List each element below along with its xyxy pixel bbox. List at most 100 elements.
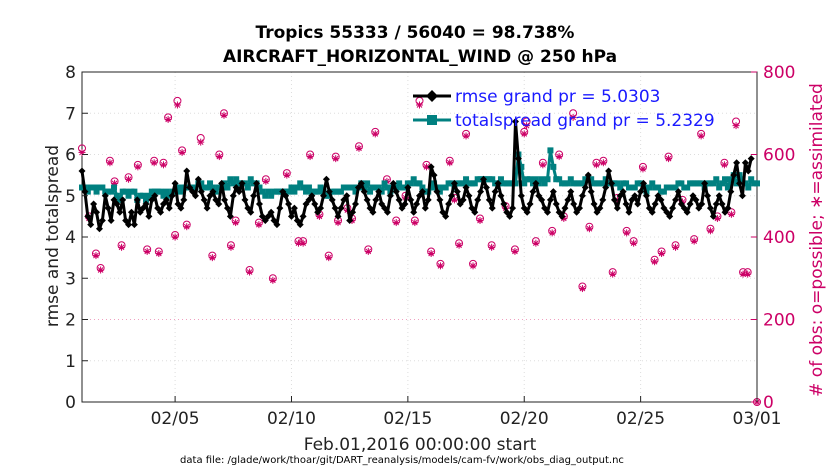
rmse-point	[81, 188, 89, 196]
y-tick-label-left: 6	[65, 146, 76, 166]
totalspread-point	[108, 188, 115, 195]
totalspread-point	[742, 180, 749, 187]
obs-assimilated-marker	[720, 161, 728, 169]
rmse-point	[253, 179, 261, 187]
rmse-point	[270, 217, 278, 224]
rmse-point	[351, 200, 359, 208]
rmse-point	[398, 204, 406, 212]
totalspread-point	[352, 188, 359, 195]
rmse-point	[165, 204, 173, 212]
totalspread-point	[544, 176, 551, 183]
rmse-point	[148, 196, 156, 204]
totalspread-point	[262, 192, 269, 199]
y-tick-label-left: 4	[65, 228, 76, 248]
rmse-point	[625, 208, 633, 216]
y-tick-label-left: 7	[65, 104, 76, 124]
rmse-point	[328, 196, 336, 204]
totalspread-point	[721, 176, 728, 183]
rmse-point	[133, 196, 141, 204]
obs-assimilated-marker	[197, 138, 205, 146]
rmse-point	[456, 200, 464, 208]
obs-assimilated-marker	[578, 285, 586, 293]
y-axis-right-label: # of obs: o=possible; ∗=assimilated	[807, 83, 827, 397]
obs-assimilated-marker	[623, 229, 631, 237]
rmse-point	[215, 200, 223, 208]
rmse-point	[200, 196, 208, 204]
obs-assimilated-marker	[299, 239, 307, 247]
rmse-point	[709, 212, 717, 220]
rmse-point	[197, 188, 205, 196]
rmse-point	[520, 204, 528, 212]
rmse-point	[628, 196, 636, 204]
rmse-point	[561, 204, 569, 212]
totalspread-point	[157, 188, 164, 195]
rmse-point	[439, 208, 447, 216]
totalspread-point	[617, 184, 624, 191]
rmse-point	[410, 208, 418, 216]
obs-assimilated-marker	[232, 219, 240, 227]
rmse-point	[517, 192, 525, 200]
rmse-point	[573, 208, 581, 216]
y-tick-label-left: 1	[65, 352, 76, 372]
rmse-point	[389, 179, 397, 187]
rmse-point	[189, 188, 197, 196]
obs-assimilated-marker	[118, 243, 126, 251]
legend: rmse grand pr = 5.0303 totalspread grand…	[413, 87, 715, 131]
y-tick-label-right: 0	[763, 393, 774, 413]
obs-assimilated-marker	[208, 254, 216, 262]
rmse-point	[497, 192, 505, 200]
obs-assimilated-marker	[697, 132, 705, 140]
rmse-point	[90, 200, 98, 208]
obs-assimilated-marker	[658, 250, 666, 257]
totalspread-point	[224, 184, 231, 191]
totalspread-point	[300, 184, 307, 191]
totalspread-point	[337, 188, 344, 195]
rmse-point	[500, 200, 508, 208]
totalspread-point	[407, 180, 414, 187]
totalspread-point	[367, 188, 374, 195]
totalspread-point	[547, 147, 554, 154]
totalspread-point	[364, 180, 371, 187]
rmse-point	[93, 208, 101, 216]
rmse-point	[677, 200, 685, 208]
obs-assimilated-marker	[178, 148, 186, 156]
chart-title: Tropics 55333 / 56040 = 98.738%	[256, 23, 575, 43]
rmse-point	[369, 208, 377, 216]
y-tick-label-left: 5	[65, 187, 76, 207]
totalspread-point	[349, 184, 356, 191]
rmse-point	[666, 212, 674, 220]
obs-assimilated-marker	[355, 144, 363, 152]
rmse-point	[602, 184, 610, 191]
rmse-point	[704, 192, 712, 200]
obs-assimilated-marker	[706, 227, 714, 235]
y-tick-label-right: 800	[763, 63, 795, 83]
totalspread-point	[745, 184, 752, 191]
obs-assimilated-marker	[294, 239, 302, 247]
rmse-point	[212, 196, 220, 204]
rmse-point	[381, 204, 389, 212]
rmse-point	[378, 200, 386, 208]
totalspread-point	[410, 176, 417, 183]
rmse-point	[721, 208, 729, 216]
rmse-point	[474, 196, 482, 204]
y-axis-left-ticks: 0 1 2 3 4 5 6 7 8	[65, 63, 88, 413]
totalspread-point	[244, 184, 251, 191]
rmse-point	[698, 200, 706, 208]
totalspread-point	[724, 184, 731, 191]
totalspread-point	[460, 180, 467, 187]
totalspread-point	[259, 188, 266, 195]
rmse-point	[581, 184, 589, 191]
rmse-point	[241, 196, 249, 204]
rmse-point	[308, 192, 316, 200]
rmse-point	[221, 196, 229, 204]
rmse-point	[558, 212, 566, 220]
rmse-point	[459, 196, 467, 204]
rmse-point	[267, 208, 275, 216]
rmse-point	[302, 200, 310, 208]
rmse-point	[692, 196, 700, 204]
totalspread-point	[381, 180, 388, 187]
rmse-point	[477, 188, 485, 196]
rmse-point	[418, 188, 426, 196]
rmse-point	[642, 192, 650, 200]
rmse-point	[430, 171, 438, 179]
